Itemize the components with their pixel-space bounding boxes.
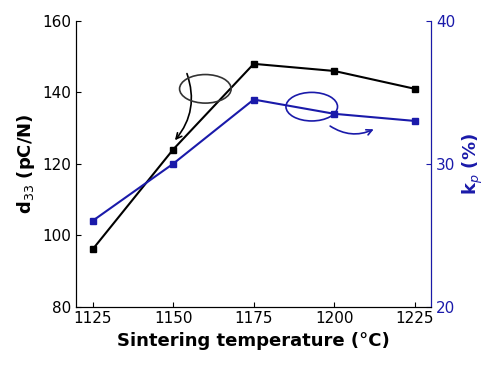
X-axis label: Sintering temperature (°C): Sintering temperature (°C) xyxy=(118,332,390,350)
Y-axis label: d$_{33}$ (pC/N): d$_{33}$ (pC/N) xyxy=(15,114,37,214)
Y-axis label: k$_{p}$ (%): k$_{p}$ (%) xyxy=(461,133,485,195)
